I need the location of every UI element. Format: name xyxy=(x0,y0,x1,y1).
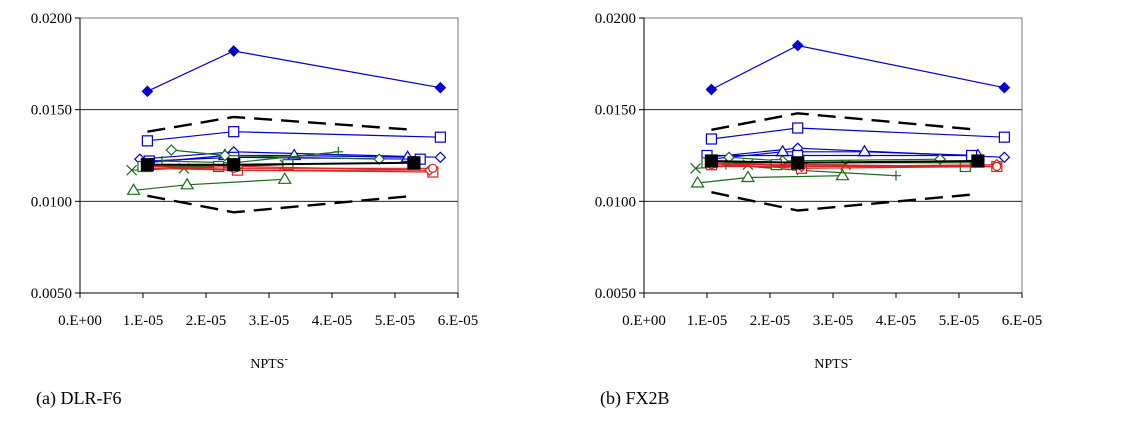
data-point-square xyxy=(228,126,240,138)
data-point-diamond-filled xyxy=(791,39,804,52)
series-0 xyxy=(705,39,1011,96)
series-line xyxy=(147,161,414,166)
x-axis-title-superscript: - xyxy=(848,354,851,365)
x-axis-title-text: NPTS xyxy=(814,357,848,372)
data-point-diamond xyxy=(434,151,447,164)
data-point-diamond-filled xyxy=(141,85,154,98)
series-line xyxy=(711,127,1005,140)
series-line xyxy=(133,178,285,191)
x-tick-label: 0.E+00 xyxy=(622,313,666,329)
x-tick-label: 4.E-05 xyxy=(876,313,916,329)
data-point-x xyxy=(126,164,138,176)
y-tick-label: 0.0050 xyxy=(31,286,72,302)
x-tick-label: 2.E-05 xyxy=(186,313,226,329)
data-point-triangle xyxy=(740,170,756,183)
y-tick-label: 0.0100 xyxy=(31,194,72,210)
x-tick-label: 5.E-05 xyxy=(939,313,979,329)
x-tick-label: 4.E-05 xyxy=(312,313,352,329)
data-point-triangle xyxy=(180,177,195,190)
data-point-diamond-filled xyxy=(998,81,1011,94)
data-point-square xyxy=(434,131,446,143)
x-tick-label: 2.E-05 xyxy=(750,313,790,329)
x-tick-label: 0.E+00 xyxy=(58,313,102,329)
data-point-x xyxy=(690,162,702,174)
data-point-diamond xyxy=(373,153,386,166)
series-3 xyxy=(705,122,1010,145)
series-line xyxy=(711,112,979,131)
series-line xyxy=(147,131,441,142)
series-0 xyxy=(141,45,447,98)
data-point-diamond xyxy=(165,144,178,156)
series-1 xyxy=(711,112,979,131)
x-tick-label: 6.E-05 xyxy=(1002,313,1042,329)
series-7 xyxy=(165,144,386,166)
series-line xyxy=(711,191,979,212)
series-17 xyxy=(140,156,421,172)
y-tick-label: 0.0150 xyxy=(31,103,72,119)
data-point-square-filled xyxy=(140,158,155,172)
y-tick-label: 0.0200 xyxy=(595,11,636,27)
data-point-diamond-filled xyxy=(705,83,718,96)
data-point-triangle xyxy=(690,175,705,188)
y-tick-label: 0.0050 xyxy=(595,286,636,302)
data-point-triangle xyxy=(126,183,141,195)
data-point-circle xyxy=(428,163,438,173)
series-2 xyxy=(147,194,415,214)
data-point-square xyxy=(998,131,1010,143)
data-point-circle xyxy=(992,161,1002,172)
y-tick-label: 0.0150 xyxy=(595,103,636,119)
series-line xyxy=(711,44,1005,91)
x-tick-label: 3.E-05 xyxy=(813,313,853,329)
data-point-diamond xyxy=(219,149,231,162)
data-point-plus xyxy=(891,170,901,181)
chart-panel-dlr-f6: 0.0050 0.0100 0.0150 0.0200 0.E+00 1.E-05 2.E-… xyxy=(31,11,478,409)
data-point-triangle xyxy=(835,168,850,181)
data-point-square-filled xyxy=(791,156,805,170)
x-axis-title: NPTS- xyxy=(814,354,852,372)
series-17 xyxy=(704,154,985,170)
y-tick-label: 0.0100 xyxy=(595,194,636,210)
data-point-diamond xyxy=(998,151,1011,164)
data-point-square-filled xyxy=(227,158,241,172)
data-point-square xyxy=(792,122,804,134)
x-axis-title-text: NPTS xyxy=(250,357,284,372)
data-point-diamond-filled xyxy=(227,45,240,57)
data-point-triangle xyxy=(277,172,292,184)
x-axis-title: NPTS- xyxy=(250,354,288,372)
x-tick-label: 1.E-05 xyxy=(123,313,163,329)
data-point-plus xyxy=(333,146,344,157)
y-tick-label: 0.0200 xyxy=(31,11,72,27)
series-2 xyxy=(711,191,979,212)
data-point-square-filled xyxy=(704,154,719,168)
chart-panel-fx2b: 0.0050 0.0100 0.0150 0.0200 0.E+00 1.E-05 2.E-… xyxy=(595,11,1042,409)
series-line xyxy=(147,115,414,133)
data-point-square xyxy=(141,135,154,147)
x-tick-label: 1.E-05 xyxy=(687,313,727,329)
chart-caption: (b) FX2B xyxy=(600,388,670,409)
x-axis-title-superscript: - xyxy=(284,354,287,365)
data-point-diamond-filled xyxy=(434,81,447,94)
chart-caption: (a) DLR-F6 xyxy=(36,388,121,409)
data-point-square-filled xyxy=(407,156,421,170)
series-1 xyxy=(147,115,414,133)
series-line xyxy=(697,175,843,184)
x-tick-label: 5.E-05 xyxy=(375,313,415,329)
series-line xyxy=(147,194,415,214)
data-point-triangle xyxy=(775,144,790,157)
series-8 xyxy=(126,172,292,195)
x-tick-label: 3.E-05 xyxy=(249,313,289,329)
series-line xyxy=(147,50,441,92)
x-tick-label: 6.E-05 xyxy=(438,313,478,329)
series-8 xyxy=(690,168,850,188)
data-point-square xyxy=(705,133,718,145)
data-point-square-filled xyxy=(971,154,985,168)
series-4 xyxy=(701,142,1011,164)
series-3 xyxy=(141,126,446,147)
series-line xyxy=(728,156,941,162)
